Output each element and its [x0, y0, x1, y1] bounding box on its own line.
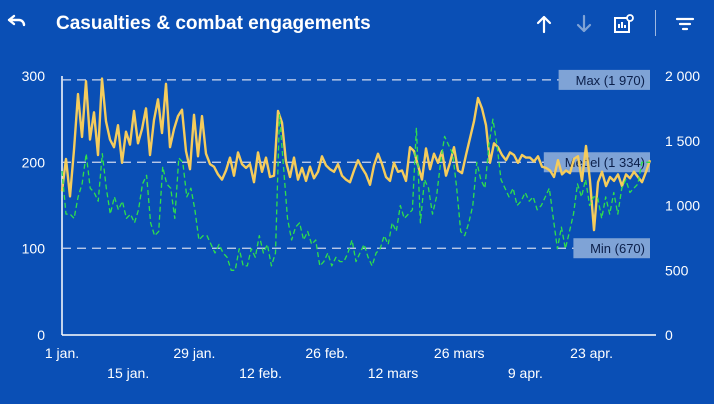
right-tick-label: 1 000	[665, 198, 700, 214]
filter-icon[interactable]	[671, 10, 699, 38]
arrow-up-icon[interactable]	[530, 10, 558, 38]
x-tick-label: 12 mars	[368, 365, 419, 381]
right-tick-label: 0	[665, 327, 673, 343]
right-tick-label: 2 000	[665, 68, 700, 84]
x-tick-label: 23 apr.	[570, 345, 613, 361]
reference-label-box	[543, 152, 650, 173]
right-tick-label: 500	[665, 262, 689, 278]
x-tick-label: 12 feb.	[239, 365, 282, 381]
undo-icon[interactable]	[4, 10, 30, 36]
reference-label: Min (670)	[590, 241, 645, 256]
engagements-line	[61, 114, 650, 271]
left-tick-label: 100	[22, 241, 46, 257]
x-tick-label: 15 jan.	[107, 365, 149, 381]
reference-label-box	[573, 238, 650, 259]
x-tick-label: 29 jan.	[173, 345, 215, 361]
left-tick-label: 0	[37, 327, 45, 343]
x-tick-label: 26 mars	[434, 345, 485, 361]
toolbar-divider	[655, 10, 656, 36]
chart-settings-icon[interactable]	[610, 10, 638, 38]
arrow-down-icon[interactable]	[570, 10, 598, 38]
chart-title: Casualties & combat engagements	[56, 13, 371, 34]
x-tick-label: 26 feb.	[305, 345, 348, 361]
chart-header: Casualties & combat engagements	[0, 0, 714, 50]
reference-label-box	[558, 69, 650, 90]
x-tick-label: 1 jan.	[45, 345, 79, 361]
left-tick-label: 300	[22, 68, 46, 84]
casualties-line	[60, 77, 652, 232]
left-tick-label: 200	[22, 154, 46, 170]
x-tick-label: 9 apr.	[508, 365, 543, 381]
reference-label: Max (1 970)	[576, 73, 645, 88]
right-tick-label: 1 500	[665, 133, 700, 149]
